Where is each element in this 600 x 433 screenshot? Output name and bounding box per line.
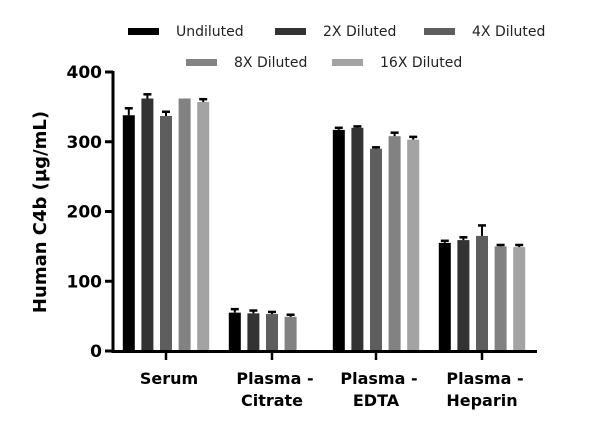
y-tick-label: 400 <box>67 63 103 83</box>
legend-item: 2X Diluted <box>275 24 396 40</box>
bar-undiluted <box>332 126 345 352</box>
bar <box>332 129 345 352</box>
bar <box>457 240 470 352</box>
bar-4x-diluted <box>370 146 382 352</box>
bar-4x-diluted <box>476 224 488 352</box>
bar <box>178 98 191 352</box>
legend-swatch <box>424 28 455 35</box>
bar <box>141 98 154 352</box>
y-tick-label: 300 <box>67 133 103 153</box>
bar <box>351 127 364 352</box>
bar <box>407 139 420 352</box>
bar-8x-diluted <box>178 98 191 352</box>
bar <box>284 316 297 352</box>
legend-label: 8X Diluted <box>234 55 307 71</box>
x-category-label: Serum <box>140 369 198 388</box>
bar-16x-diluted <box>407 135 420 352</box>
y-tick-label: 100 <box>67 272 103 292</box>
bar-16x-diluted <box>513 243 526 352</box>
y-tick-label: 200 <box>67 203 103 223</box>
legend-swatch <box>128 28 159 35</box>
bar <box>197 101 210 352</box>
bar-undiluted <box>438 239 451 352</box>
bar-2x-diluted <box>457 236 470 352</box>
x-category-label: Heparin <box>446 391 517 410</box>
x-category-label: Citrate <box>241 391 303 410</box>
x-ticks: Serum Plasma - Citrate Plasma - EDTA Plasma -… <box>140 351 524 410</box>
legend-item: 16X Diluted <box>332 55 462 71</box>
bar <box>494 246 507 352</box>
bar-8x-diluted <box>284 313 297 352</box>
bar-undiluted <box>228 307 241 352</box>
bar-undiluted <box>122 107 135 352</box>
y-tick-label: 0 <box>90 342 102 362</box>
bar-4x-diluted <box>160 110 172 352</box>
bar <box>122 115 135 352</box>
x-category-label: EDTA <box>353 391 400 410</box>
x-category-label: Plasma - <box>446 369 523 388</box>
bar-8x-diluted <box>494 243 507 352</box>
legend-label: 16X Diluted <box>380 55 462 71</box>
bar-2x-diluted <box>351 125 364 352</box>
bar <box>160 115 172 352</box>
legend-label: 2X Diluted <box>323 24 396 40</box>
y-axis-label: Human C4b (µg/mL) <box>30 111 51 313</box>
bar-8x-diluted <box>388 131 401 352</box>
bars <box>122 93 526 352</box>
legend-swatch <box>275 28 306 35</box>
bar-16x-diluted <box>197 97 210 352</box>
legend-item: 8X Diluted <box>186 55 307 71</box>
bar <box>513 247 526 352</box>
bar <box>266 314 278 352</box>
legend: Undiluted 2X Diluted 4X Diluted 8X Diluted 1… <box>128 24 545 71</box>
bar <box>388 136 401 352</box>
legend-item: 4X Diluted <box>424 24 545 40</box>
legend-label: Undiluted <box>176 24 244 40</box>
x-category-label: Plasma - <box>236 369 313 388</box>
legend-item: Undiluted <box>128 24 244 40</box>
legend-swatch <box>186 59 217 66</box>
legend-swatch <box>332 59 363 66</box>
bar <box>370 148 382 352</box>
bar <box>438 242 451 352</box>
bar-4x-diluted <box>266 310 278 352</box>
axes <box>111 71 537 353</box>
y-ticks: 0 100 200 300 400 <box>67 63 113 362</box>
legend-label: 4X Diluted <box>472 24 545 40</box>
bar <box>228 312 241 352</box>
bar <box>247 313 260 352</box>
bar-2x-diluted <box>247 309 260 352</box>
bar-2x-diluted <box>141 93 154 352</box>
bar <box>476 235 488 352</box>
x-category-label: Plasma - <box>340 369 417 388</box>
